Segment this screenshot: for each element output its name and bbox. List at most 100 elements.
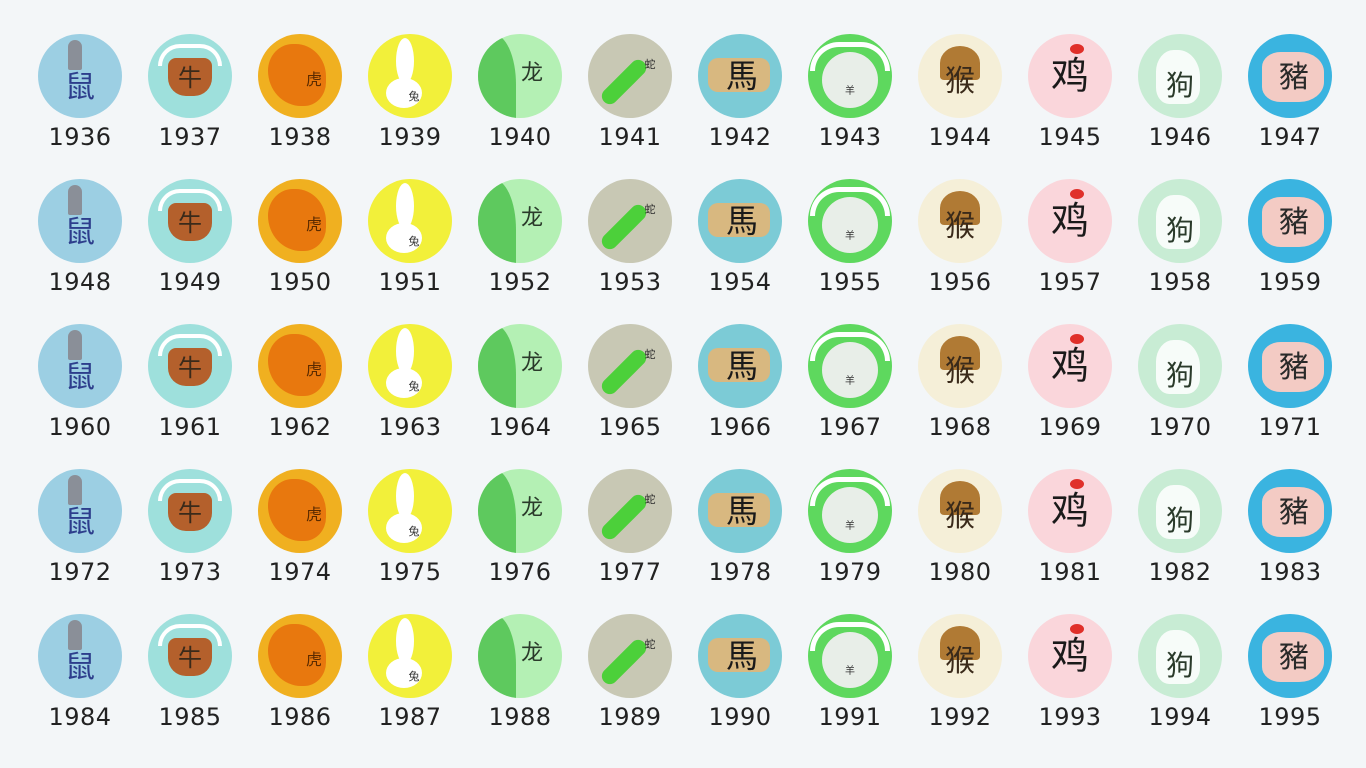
zodiac-cell: 龙 1940 (465, 34, 575, 179)
rat-glyph: 鼠 (65, 70, 95, 105)
horse-glyph: 馬 (725, 347, 758, 385)
year-label: 1936 (48, 123, 112, 151)
horse-icon: 馬 (698, 34, 782, 118)
rabbit-icon: 兔 (368, 469, 452, 553)
dog-glyph: 狗 (1165, 649, 1194, 682)
pig-glyph: 豬 (1279, 640, 1309, 675)
year-label: 1940 (488, 123, 552, 151)
year-label: 1966 (708, 413, 772, 441)
year-label: 1956 (928, 268, 992, 296)
horse-glyph: 馬 (725, 637, 758, 675)
year-label: 1968 (928, 413, 992, 441)
rabbit-glyph: 兔 (408, 669, 420, 683)
year-label: 1960 (48, 413, 112, 441)
year-label: 1991 (818, 703, 882, 731)
zodiac-cell: 虎 1950 (245, 179, 355, 324)
zodiac-cell: 狗 1958 (1125, 179, 1235, 324)
year-label: 1992 (928, 703, 992, 731)
zodiac-cell: 鼠 1984 (25, 614, 135, 759)
horse-glyph: 馬 (725, 57, 758, 95)
horse-icon: 馬 (698, 179, 782, 263)
year-label: 1945 (1038, 123, 1102, 151)
pig-icon: 豬 (1248, 179, 1332, 263)
rabbit-icon: 兔 (368, 324, 452, 408)
zodiac-cell: 兔 1939 (355, 34, 465, 179)
ox-icon: 牛 (148, 614, 232, 698)
ox-glyph: 牛 (178, 64, 202, 92)
zodiac-cell: 蛇 1989 (575, 614, 685, 759)
dragon-glyph: 龙 (520, 206, 543, 231)
zodiac-cell: 牛 1949 (135, 179, 245, 324)
snake-icon: 蛇 (588, 179, 672, 263)
year-label: 1986 (268, 703, 332, 731)
zodiac-cell: 兔 1987 (355, 614, 465, 759)
rat-glyph: 鼠 (65, 650, 95, 685)
tiger-icon: 虎 (258, 324, 342, 408)
zodiac-cell: 馬 1942 (685, 34, 795, 179)
year-label: 1982 (1148, 558, 1212, 586)
rooster-icon: 鸡 (1028, 34, 1112, 118)
year-label: 1972 (48, 558, 112, 586)
zodiac-cell: 狗 1982 (1125, 469, 1235, 614)
horse-icon: 馬 (698, 469, 782, 553)
rat-icon: 鼠 (38, 324, 122, 408)
rooster-icon: 鸡 (1028, 469, 1112, 553)
zodiac-cell: 鸡 1981 (1015, 469, 1125, 614)
snake-glyph: 蛇 (644, 57, 656, 71)
year-label: 1969 (1038, 413, 1102, 441)
zodiac-cell: 蛇 1953 (575, 179, 685, 324)
zodiac-cell: 鼠 1948 (25, 179, 135, 324)
tiger-icon: 虎 (258, 34, 342, 118)
goat-icon: 羊 (808, 179, 892, 263)
dog-icon: 狗 (1138, 469, 1222, 553)
year-label: 1961 (158, 413, 222, 441)
year-label: 1973 (158, 558, 222, 586)
ox-icon: 牛 (148, 324, 232, 408)
rat-icon: 鼠 (38, 469, 122, 553)
tiger-icon: 虎 (258, 469, 342, 553)
dog-glyph: 狗 (1165, 359, 1194, 392)
zodiac-cell: 鸡 1957 (1015, 179, 1125, 324)
year-label: 1959 (1258, 268, 1322, 296)
year-label: 1967 (818, 413, 882, 441)
monkey-glyph: 猴 (945, 644, 975, 679)
goat-glyph: 羊 (845, 86, 855, 97)
zodiac-cell: 豬 1971 (1235, 324, 1345, 469)
year-label: 1948 (48, 268, 112, 296)
zodiac-cell: 馬 1990 (685, 614, 795, 759)
zodiac-cell: 蛇 1965 (575, 324, 685, 469)
rat-glyph: 鼠 (65, 215, 95, 250)
rat-icon: 鼠 (38, 179, 122, 263)
year-label: 1939 (378, 123, 442, 151)
dragon-icon: 龙 (478, 614, 562, 698)
tiger-glyph: 虎 (305, 505, 322, 524)
zodiac-cell: 虎 1974 (245, 469, 355, 614)
ox-icon: 牛 (148, 469, 232, 553)
zodiac-cell: 馬 1978 (685, 469, 795, 614)
rat-icon: 鼠 (38, 34, 122, 118)
zodiac-cell: 豬 1983 (1235, 469, 1345, 614)
year-label: 1970 (1148, 413, 1212, 441)
zodiac-cell: 猴 1992 (905, 614, 1015, 759)
zodiac-cell: 牛 1961 (135, 324, 245, 469)
year-label: 1981 (1038, 558, 1102, 586)
zodiac-cell: 羊 1979 (795, 469, 905, 614)
year-label: 1987 (378, 703, 442, 731)
monkey-icon: 猴 (918, 614, 1002, 698)
year-label: 1990 (708, 703, 772, 731)
zodiac-cell: 鸡 1993 (1015, 614, 1125, 759)
zodiac-cell: 豬 1995 (1235, 614, 1345, 759)
zodiac-cell: 鸡 1945 (1015, 34, 1125, 179)
year-label: 1979 (818, 558, 882, 586)
zodiac-cell: 兔 1951 (355, 179, 465, 324)
zodiac-cell: 兔 1963 (355, 324, 465, 469)
zodiac-cell: 牛 1985 (135, 614, 245, 759)
zodiac-cell: 豬 1947 (1235, 34, 1345, 179)
rooster-icon: 鸡 (1028, 179, 1112, 263)
goat-glyph: 羊 (845, 521, 855, 532)
zodiac-cell: 狗 1970 (1125, 324, 1235, 469)
goat-icon: 羊 (808, 324, 892, 408)
zodiac-cell: 猴 1968 (905, 324, 1015, 469)
year-label: 1974 (268, 558, 332, 586)
ox-glyph: 牛 (178, 354, 202, 382)
